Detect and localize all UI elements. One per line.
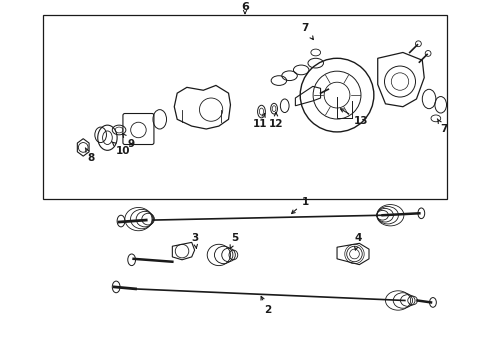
Text: 6: 6: [241, 2, 249, 12]
Text: 7: 7: [438, 119, 447, 134]
Text: 9: 9: [122, 134, 134, 149]
Text: 12: 12: [269, 113, 283, 129]
Text: 4: 4: [355, 233, 362, 250]
Text: 10: 10: [112, 142, 130, 156]
Text: 1: 1: [292, 197, 309, 213]
Bar: [44, 15, 446, 199]
Text: 3: 3: [191, 233, 198, 248]
Text: 11: 11: [253, 113, 268, 129]
Text: 2: 2: [261, 296, 271, 315]
Text: 13: 13: [341, 109, 368, 126]
Text: 8: 8: [85, 148, 95, 163]
Text: 7: 7: [301, 23, 313, 40]
Text: 5: 5: [230, 233, 239, 248]
